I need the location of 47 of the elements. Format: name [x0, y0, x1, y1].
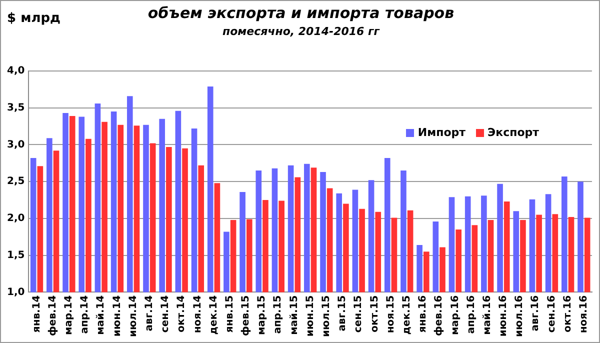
y-tick-label: 1,0	[6, 286, 25, 298]
x-tick-label: дек.15	[401, 295, 412, 335]
y-tick-label: 2,0	[6, 213, 25, 224]
y-tick-label: 1,5	[6, 250, 25, 261]
x-tick-label: май.15	[288, 295, 300, 335]
x-tick-label: авг.16	[530, 295, 542, 332]
x-tick-label: фев.15	[240, 295, 252, 336]
x-tick-label: июн.15	[304, 295, 316, 337]
x-tick-label: июн.14	[112, 295, 123, 337]
x-tick-label: сен.16	[546, 295, 558, 333]
x-tick-label: мар.14	[64, 295, 75, 336]
x-tick-label: май.14	[96, 295, 107, 335]
x-tick-label: дек.14	[208, 295, 220, 335]
y-tick-label: 2,5	[6, 176, 25, 188]
x-tick-label: ноя.16	[578, 295, 590, 334]
x-tick-label: янв.16	[418, 295, 429, 333]
x-tick-label: окт.16	[562, 295, 574, 332]
x-tick-label: июл.16	[514, 295, 526, 338]
y-tick-label: 4,0	[6, 66, 25, 77]
x-tick-label: мар.15	[256, 295, 268, 336]
y-tick-label: 3,5	[6, 102, 25, 114]
legend-label: Экспорт	[488, 126, 539, 139]
x-tick-label: сен.15	[353, 295, 364, 333]
x-tick-label: июл.14	[128, 295, 139, 338]
x-tick-label: апр.14	[80, 295, 91, 334]
x-tick-label: фев.16	[434, 295, 445, 336]
x-tick-label: ноя.15	[385, 295, 396, 334]
x-tick-label: апр.15	[272, 295, 284, 334]
x-tick-label: июл.15	[321, 295, 332, 338]
y-axis-title: $ млрд	[7, 11, 61, 26]
x-tick-label: авг.14	[144, 295, 156, 332]
y-tick-label: 3,0	[6, 139, 25, 150]
x-tick-label: мар.16	[450, 295, 461, 336]
x-tick-label: янв.15	[224, 295, 236, 333]
x-tick-label: авг.15	[337, 295, 348, 332]
chart-subtitle: помесячно, 2014-2016 гг	[181, 25, 421, 38]
legend-label: Импорт	[418, 126, 466, 139]
x-tick-label: янв.14	[31, 295, 42, 333]
x-tick-label: окт.15	[369, 295, 380, 332]
x-tick-label: апр.16	[466, 295, 477, 334]
x-tick-label: фев.14	[47, 295, 58, 336]
x-tick-label: ноя.14	[192, 295, 204, 334]
x-tick-label: сен.14	[160, 295, 172, 333]
chart-title: объем экспорта и импорта товаров	[101, 4, 501, 22]
x-tick-label: окт.14	[176, 295, 188, 332]
x-tick-label: июн.16	[498, 295, 510, 337]
x-tick-label: май.16	[482, 295, 493, 335]
